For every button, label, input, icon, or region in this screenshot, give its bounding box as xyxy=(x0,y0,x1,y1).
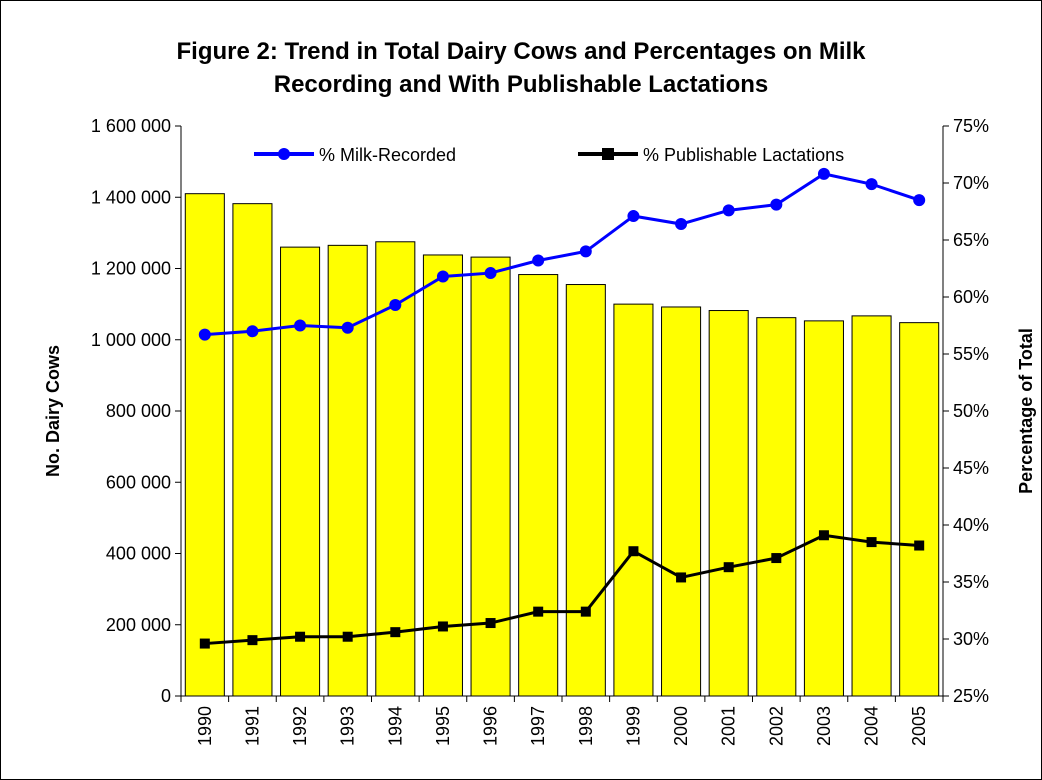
point-publishable-lactations-1993 xyxy=(342,631,353,642)
point-milk-recorded-2000 xyxy=(675,218,688,231)
bar-dairy-cows-2001 xyxy=(708,310,749,697)
point-publishable-lactations-1991 xyxy=(247,635,258,646)
x-tick-label-1992: 1992 xyxy=(290,706,310,746)
series-line-milk-recorded xyxy=(204,172,920,337)
y-tick-label: 800 000 xyxy=(106,401,171,421)
y-tick-label: 1 000 000 xyxy=(91,330,171,350)
series-line-publishable-lactations xyxy=(204,533,920,646)
y-tick-label: 1 600 000 xyxy=(91,116,171,136)
y-tick-label: 400 000 xyxy=(106,544,171,564)
bar-dairy-cows-2002 xyxy=(756,317,797,697)
y2-tick-label: 25% xyxy=(953,686,989,706)
y2-axis-title: Percentage of Total xyxy=(1016,328,1036,494)
bar-dairy-cows-1993 xyxy=(327,244,368,697)
x-tick-label-1996: 1996 xyxy=(481,706,501,746)
bars-layer xyxy=(184,193,940,697)
y2-tick-label: 75% xyxy=(953,116,989,136)
bar-dairy-cows-1998 xyxy=(565,284,606,697)
point-milk-recorded-1999 xyxy=(627,210,640,223)
point-milk-recorded-1991 xyxy=(246,325,259,338)
y-tick-label: 1 400 000 xyxy=(91,187,171,207)
y-tick-label: 1 200 000 xyxy=(91,259,171,279)
bar-dairy-cows-1996 xyxy=(470,256,511,697)
x-tick-label-2005: 2005 xyxy=(909,706,929,746)
legend-marker-milk-recorded xyxy=(278,148,290,160)
y2-tick-label: 50% xyxy=(953,401,989,421)
point-publishable-lactations-1999 xyxy=(628,546,639,557)
x-tick-label-1995: 1995 xyxy=(433,706,453,746)
y-tick-label: 0 xyxy=(161,686,171,706)
bar-dairy-cows-1991 xyxy=(232,203,273,697)
lines-layer xyxy=(198,167,926,649)
point-milk-recorded-1995 xyxy=(436,270,449,283)
point-milk-recorded-1997 xyxy=(532,254,545,267)
point-milk-recorded-2002 xyxy=(770,198,783,211)
x-tick-label-1993: 1993 xyxy=(338,706,358,746)
point-publishable-lactations-1998 xyxy=(580,606,591,617)
y2-tick-label: 60% xyxy=(953,287,989,307)
point-publishable-lactations-2001 xyxy=(723,562,734,573)
point-publishable-lactations-1997 xyxy=(533,606,544,617)
point-milk-recorded-1996 xyxy=(484,267,497,280)
y2-tick-label: 40% xyxy=(953,515,989,535)
bar-dairy-cows-2000 xyxy=(661,306,702,697)
legend: % Milk-Recorded % Publishable Lactations xyxy=(254,145,844,165)
x-tick-label-1999: 1999 xyxy=(623,706,643,746)
chart-title-line1: Figure 2: Trend in Total Dairy Cows and … xyxy=(176,38,866,65)
y-tick-label: 600 000 xyxy=(106,472,171,492)
x-tick-label-1991: 1991 xyxy=(242,706,262,746)
bar-dairy-cows-1999 xyxy=(613,303,654,697)
point-milk-recorded-2005 xyxy=(913,194,926,207)
point-milk-recorded-1990 xyxy=(198,328,211,341)
point-milk-recorded-1998 xyxy=(579,245,592,258)
point-milk-recorded-2001 xyxy=(722,204,735,217)
y2-tick-label: 55% xyxy=(953,344,989,364)
y2-tick-label: 45% xyxy=(953,458,989,478)
y2-tick-label: 35% xyxy=(953,572,989,592)
legend-marker-publishable xyxy=(602,148,614,160)
point-publishable-lactations-2002 xyxy=(771,553,782,564)
y2-tick-label: 65% xyxy=(953,230,989,250)
point-milk-recorded-2003 xyxy=(817,167,830,180)
point-milk-recorded-2004 xyxy=(865,178,878,191)
bar-dairy-cows-2005 xyxy=(899,322,940,697)
point-publishable-lactations-1994 xyxy=(390,627,401,638)
axes-layer: 0 200 000 400 000 600 000 800 000 1 000 000 1 … xyxy=(91,116,989,746)
y2-tick-label: 30% xyxy=(953,629,989,649)
point-publishable-lactations-2003 xyxy=(818,530,829,541)
x-tick-label-1997: 1997 xyxy=(528,706,548,746)
point-publishable-lactations-1992 xyxy=(295,631,306,642)
point-milk-recorded-1993 xyxy=(341,321,354,334)
x-tick-label-1998: 1998 xyxy=(576,706,596,746)
x-tick-label-2004: 2004 xyxy=(862,706,882,746)
bar-dairy-cows-1990 xyxy=(184,193,225,697)
point-publishable-lactations-1996 xyxy=(485,618,496,629)
point-publishable-lactations-2000 xyxy=(676,572,687,583)
x-tick-label-2002: 2002 xyxy=(766,706,786,746)
y2-tick-label: 70% xyxy=(953,173,989,193)
bar-dairy-cows-1997 xyxy=(518,274,559,697)
chart-title-line2: Recording and With Publishable Lactation… xyxy=(274,71,769,98)
bar-dairy-cows-2004 xyxy=(851,315,892,697)
x-tick-label-2001: 2001 xyxy=(719,706,739,746)
point-publishable-lactations-2005 xyxy=(914,540,925,551)
y-tick-label: 200 000 xyxy=(106,615,171,635)
x-tick-label-1990: 1990 xyxy=(195,706,215,746)
bar-dairy-cows-1992 xyxy=(280,246,321,697)
x-tick-label-1994: 1994 xyxy=(385,706,405,746)
x-tick-label-2003: 2003 xyxy=(814,706,834,746)
point-milk-recorded-1994 xyxy=(389,298,402,311)
point-publishable-lactations-2004 xyxy=(866,537,877,548)
bar-dairy-cows-2003 xyxy=(803,320,844,697)
legend-label-publishable: % Publishable Lactations xyxy=(643,145,844,165)
legend-label-milk-recorded: % Milk-Recorded xyxy=(319,145,456,165)
point-publishable-lactations-1990 xyxy=(199,638,210,649)
bar-dairy-cows-1994 xyxy=(375,241,416,697)
x-tick-label-2000: 2000 xyxy=(671,706,691,746)
point-milk-recorded-1992 xyxy=(294,319,307,332)
y-axis-title: No. Dairy Cows xyxy=(43,345,63,477)
point-publishable-lactations-1995 xyxy=(437,621,448,632)
